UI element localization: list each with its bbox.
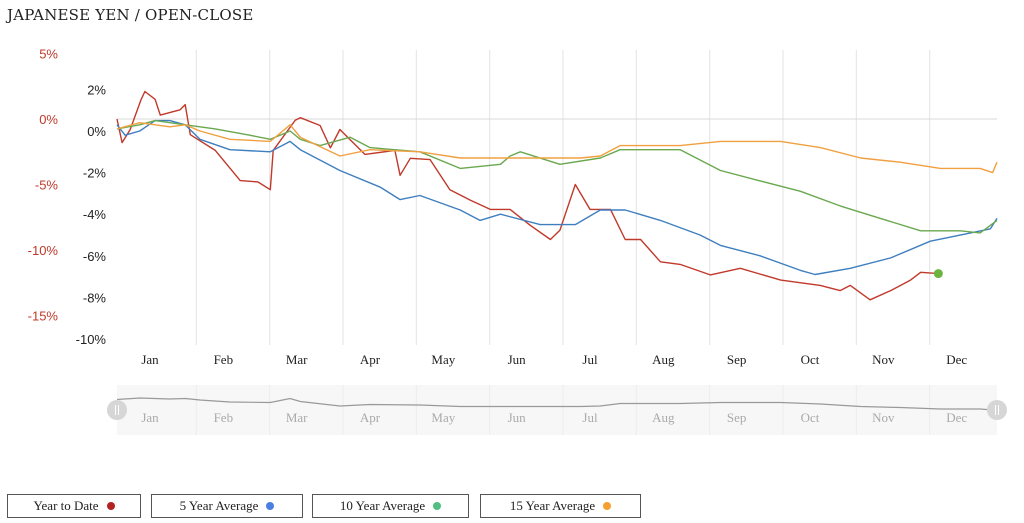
navigator-x-label: Jun <box>508 410 527 425</box>
navigator-x-label: Mar <box>286 410 308 425</box>
navigator-handle-left[interactable] <box>107 400 127 420</box>
y-tick-label-red: -5% <box>35 178 59 193</box>
legend-item-10-year-average[interactable]: 10 Year Average <box>312 494 469 518</box>
y-tick-label: -2% <box>83 166 107 181</box>
legend-dot-icon <box>433 502 442 510</box>
navigator-x-label: May <box>431 410 455 425</box>
handle-grip-icon <box>987 400 1007 420</box>
grid <box>117 50 997 345</box>
navigator-x-label: Feb <box>214 410 234 425</box>
legend-label: 5 Year Average <box>179 498 259 513</box>
x-tick-label: Jan <box>141 352 159 367</box>
navigator-x-label: Apr <box>360 410 381 425</box>
x-tick-label: Feb <box>214 352 234 367</box>
x-tick-label: Oct <box>801 352 820 367</box>
x-tick-label: May <box>431 352 455 367</box>
legend-label: 10 Year Average <box>339 498 426 513</box>
navigator-handle-right[interactable] <box>987 400 1007 420</box>
x-axis: Jan Feb Mar Apr May Jun Jul Aug Sep Oct Nov Dec <box>141 352 967 367</box>
navigator-x-label: Dec <box>946 410 967 425</box>
y-tick-label-red: -10% <box>28 243 59 258</box>
y-tick-label-red: 5% <box>39 47 58 62</box>
x-tick-label: Jun <box>508 352 527 367</box>
series-lines <box>116 90 998 301</box>
x-tick-label: Dec <box>946 352 967 367</box>
x-tick-label: Sep <box>727 352 747 367</box>
y-tick-label: 0% <box>87 124 106 139</box>
x-tick-label: Aug <box>652 352 675 367</box>
y-tick-label: -4% <box>83 207 107 222</box>
legend-item-15-year-average[interactable]: 15 Year Average <box>480 494 641 518</box>
navigator-x-label: Nov <box>872 410 895 425</box>
legend-dot-icon <box>603 502 612 510</box>
series-line-year-to-date <box>116 90 939 301</box>
y-axes: 5% 0% -5% -10% -15% 2% 0% -2% -4% -6% -8% -10% <box>28 47 107 348</box>
series-line-10-year-average <box>116 119 998 234</box>
handle-grip-icon <box>107 400 127 420</box>
navigator-background <box>117 385 997 435</box>
series-line-5-year-average <box>116 119 998 276</box>
legend-item-year-to-date[interactable]: Year to Date <box>7 494 141 518</box>
navigator-x-label: Jan <box>141 410 159 425</box>
legend-dot-icon <box>106 502 115 510</box>
last-point-marker <box>933 269 943 279</box>
series-line-15-year-average <box>116 122 998 174</box>
x-tick-label: Nov <box>872 352 895 367</box>
navigator-x-label: Sep <box>727 410 747 425</box>
navigator-x-label: Oct <box>801 410 820 425</box>
legend-label: 15 Year Average <box>509 498 596 513</box>
x-tick-label: Apr <box>360 352 381 367</box>
chart: 5% 0% -5% -10% -15% 2% 0% -2% -4% -6% -8% -10% Jan F… <box>28 47 1007 435</box>
y-tick-label: 2% <box>87 82 106 97</box>
navigator: Jan Feb Mar Apr May Jun Jul Aug Sep Oct Nov Dec <box>107 385 1007 435</box>
y-tick-label: -6% <box>83 249 107 264</box>
navigator-series-line <box>116 397 998 411</box>
x-tick-label: Jul <box>582 352 598 367</box>
navigator-x-label: Jul <box>582 410 598 425</box>
navigator-x-label: Aug <box>652 410 675 425</box>
y-tick-label: -10% <box>76 332 107 347</box>
y-tick-label-red: 0% <box>39 112 58 127</box>
x-tick-label: Mar <box>286 352 308 367</box>
legend-label: Year to Date <box>33 498 99 513</box>
chart-title: JAPANESE YEN / OPEN-CLOSE <box>7 6 254 24</box>
legend-dot-icon <box>266 502 275 510</box>
legend-item-5-year-average[interactable]: 5 Year Average <box>151 494 303 518</box>
y-tick-label: -8% <box>83 290 107 305</box>
y-tick-label-red: -15% <box>28 309 59 324</box>
